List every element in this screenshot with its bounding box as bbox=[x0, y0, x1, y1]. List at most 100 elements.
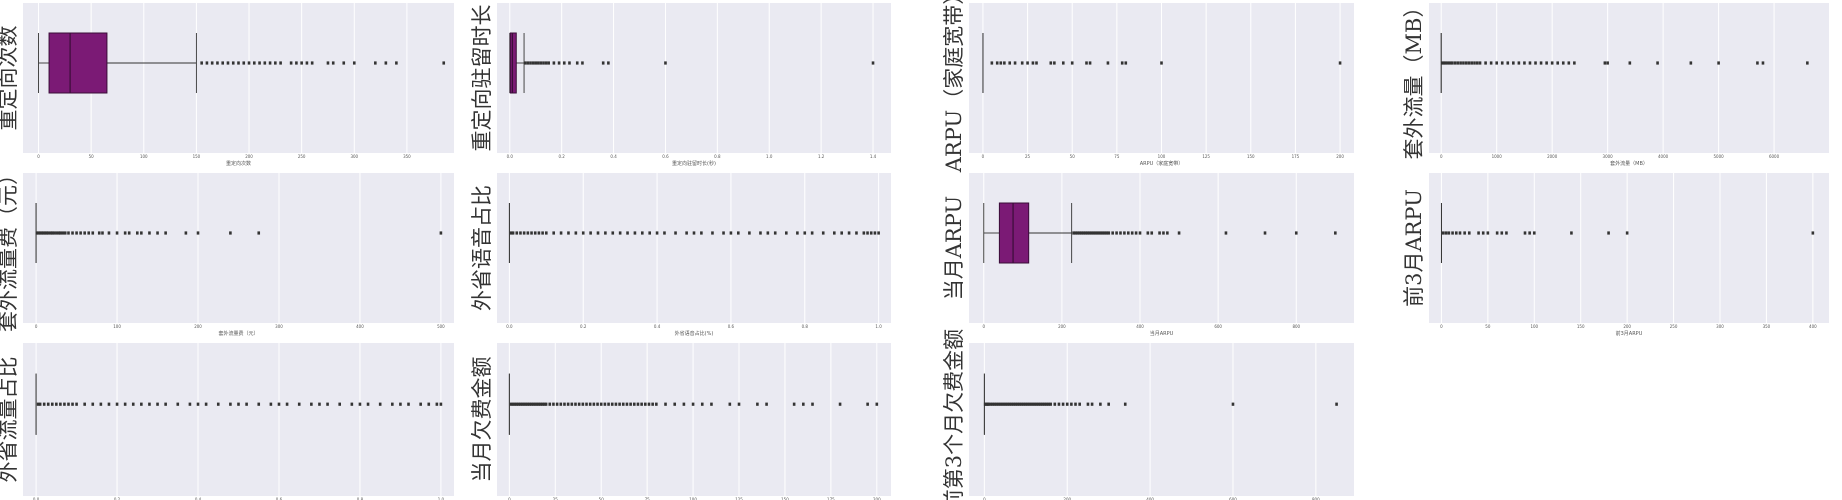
outlier-point bbox=[1451, 61, 1454, 65]
outlier-point bbox=[866, 402, 869, 406]
x-tick-label: 0.2 bbox=[580, 324, 587, 329]
boxplot-panel-4: 0 1000 2000 3000 4000 5000 6000 套外流量（MB） 套外流量（MB… bbox=[1402, 0, 1829, 167]
outlier-point bbox=[1447, 231, 1451, 235]
outlier-point bbox=[1082, 231, 1085, 235]
outlier-point bbox=[604, 231, 607, 235]
outlier-point bbox=[1084, 231, 1087, 235]
y-axis-label: 当月欠费金额 bbox=[470, 357, 494, 483]
y-axis-label: 当月ARPU bbox=[942, 196, 966, 300]
outlier-point bbox=[75, 402, 78, 406]
outlier-point bbox=[63, 231, 67, 235]
outlier-point bbox=[107, 231, 111, 235]
outlier-point bbox=[1005, 402, 1009, 406]
outlier-point bbox=[176, 402, 180, 406]
outlier-point bbox=[1101, 231, 1105, 235]
outlier-point bbox=[803, 231, 807, 235]
outlier-point bbox=[568, 61, 571, 65]
plot-area bbox=[1429, 173, 1829, 323]
outlier-point bbox=[621, 402, 625, 406]
outlier-point bbox=[55, 402, 58, 406]
outlier-point bbox=[1534, 61, 1537, 65]
outlier-point bbox=[1539, 61, 1543, 65]
outlier-point bbox=[156, 231, 159, 235]
outlier-point bbox=[442, 61, 446, 65]
outlier-point bbox=[1335, 402, 1338, 406]
outlier-point bbox=[63, 402, 66, 406]
outlier-point bbox=[759, 231, 762, 235]
outlier-point bbox=[1446, 61, 1450, 65]
outlier-point bbox=[245, 402, 248, 406]
x-tick-label: 150 bbox=[1577, 324, 1585, 329]
outlier-point bbox=[607, 402, 610, 406]
outlier-point bbox=[1105, 231, 1109, 235]
outlier-point bbox=[866, 231, 869, 235]
outlier-point bbox=[1078, 402, 1081, 406]
outlier-point bbox=[1124, 61, 1128, 65]
outlier-point bbox=[581, 61, 584, 65]
outlier-point bbox=[710, 402, 713, 406]
outlier-point bbox=[531, 61, 535, 65]
outlier-point bbox=[682, 402, 686, 406]
outlier-point bbox=[596, 402, 599, 406]
outlier-point bbox=[999, 61, 1003, 65]
outlier-point bbox=[83, 231, 86, 235]
y-axis-label: 前3月ARPU bbox=[1402, 189, 1426, 307]
outlier-point bbox=[1478, 61, 1482, 65]
outlier-point bbox=[196, 231, 200, 235]
outlier-point bbox=[59, 231, 62, 235]
outlier-point bbox=[618, 402, 621, 406]
outlier-point bbox=[544, 402, 548, 406]
outlier-point bbox=[530, 231, 533, 235]
x-axis-label: 前3月ARPU bbox=[1616, 330, 1643, 337]
outlier-point bbox=[42, 231, 45, 235]
outlier-point bbox=[1146, 231, 1150, 235]
outlier-point bbox=[614, 402, 618, 406]
outlier-point bbox=[310, 402, 313, 406]
outlier-point bbox=[399, 402, 402, 406]
boxplot-panel-8: 0 50 100 150 200 250 300 350 400 前3月ARPU 前3月ARPU bbox=[1402, 173, 1829, 337]
outlier-point bbox=[673, 402, 677, 406]
x-tick-label: 400 bbox=[1136, 324, 1144, 329]
outlier-point bbox=[847, 231, 851, 235]
outlier-point bbox=[42, 402, 46, 406]
outlier-point bbox=[1162, 231, 1165, 235]
plot-area bbox=[497, 343, 891, 496]
outlier-point bbox=[1134, 231, 1138, 235]
outlier-point bbox=[1061, 61, 1065, 65]
outlier-point bbox=[374, 61, 377, 65]
outlier-point bbox=[840, 231, 843, 235]
outlier-point bbox=[585, 402, 588, 406]
outlier-point bbox=[87, 231, 91, 235]
outlier-point bbox=[533, 231, 537, 235]
x-tick-label: 25 bbox=[553, 497, 559, 500]
outlier-point bbox=[36, 402, 40, 406]
outlier-point bbox=[1074, 231, 1077, 235]
x-tick-label: 200 bbox=[1336, 154, 1344, 159]
outlier-point bbox=[1099, 402, 1102, 406]
x-tick-label: 0.8 bbox=[714, 154, 721, 159]
outlier-point bbox=[1049, 402, 1052, 406]
outlier-point bbox=[991, 402, 994, 406]
outlier-point bbox=[59, 402, 62, 406]
outlier-point bbox=[1625, 231, 1629, 235]
outlier-point bbox=[123, 231, 127, 235]
outlier-point bbox=[1047, 402, 1050, 406]
x-tick-label: 100 bbox=[1158, 154, 1166, 159]
outlier-point bbox=[67, 402, 70, 406]
outlier-point bbox=[305, 61, 309, 65]
outlier-point bbox=[524, 402, 528, 406]
iqr-box bbox=[509, 32, 517, 94]
outlier-point bbox=[1495, 231, 1499, 235]
outlier-point bbox=[1091, 231, 1095, 235]
outlier-point bbox=[691, 402, 695, 406]
outlier-point bbox=[756, 402, 759, 406]
outlier-point bbox=[1545, 61, 1548, 65]
outlier-point bbox=[366, 402, 370, 406]
outlier-point bbox=[164, 402, 167, 406]
outlier-point bbox=[1065, 402, 1069, 406]
x-tick-label: 500 bbox=[437, 324, 445, 329]
outlier-point bbox=[123, 402, 127, 406]
outlier-point bbox=[205, 61, 209, 65]
outlier-point bbox=[821, 231, 825, 235]
outlier-point bbox=[592, 402, 596, 406]
